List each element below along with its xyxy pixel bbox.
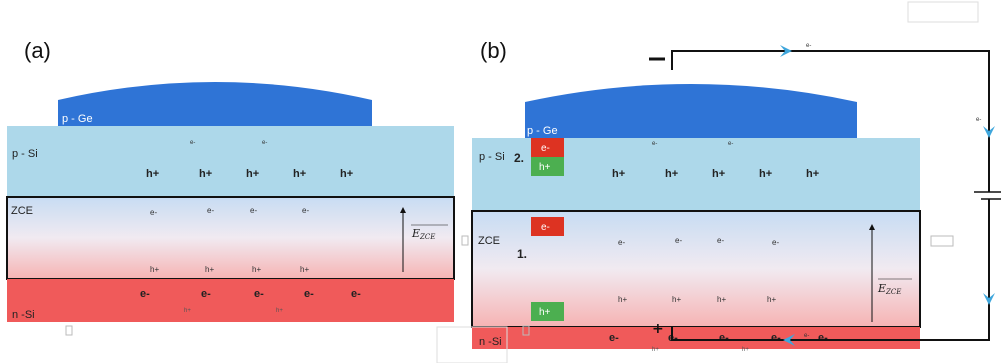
panel-a-psi-hole: h+ xyxy=(246,168,259,180)
panel-b-zce-hole: h+ xyxy=(767,295,776,304)
panel-a-nsi-hole: h+ xyxy=(184,308,191,314)
panel-b-zce-label: ZCE xyxy=(478,235,500,247)
panel-b-psi-hole: h+ xyxy=(665,168,678,180)
panel-a-nsi-label: n -Si xyxy=(12,309,35,321)
panel-a-zce-hole: h+ xyxy=(150,265,159,274)
panel-b-psi-electron: e- xyxy=(652,141,657,147)
panel-b-zce-hole: h+ xyxy=(618,295,627,304)
panel-a-ge-dome xyxy=(58,82,372,126)
panel-b-nsi-layer xyxy=(472,327,920,349)
panel-b-step-1: 1. xyxy=(517,247,527,261)
panel-a-nsi-layer xyxy=(7,279,454,322)
circuit-top-electron: e- xyxy=(806,43,811,49)
arrow-right-icon xyxy=(780,45,792,57)
panel-a-nsi-hole: h+ xyxy=(276,308,283,314)
panel-a-zce-electron: e- xyxy=(207,206,214,215)
panel-b-nsi-electron: e- xyxy=(609,332,619,344)
panel-b-nsi-electron: e- xyxy=(771,332,781,344)
panel-b-zce-electron: e- xyxy=(618,238,625,247)
panel-a-zce-label: ZCE xyxy=(11,205,33,217)
panel-a-psi-hole: h+ xyxy=(199,168,212,180)
panel-b-hole-box-mid-label: h+ xyxy=(539,307,551,318)
plus-terminal: + xyxy=(652,321,664,337)
panel-a-label: (a) xyxy=(24,38,51,63)
panel-a-zce-hole: h+ xyxy=(300,265,309,274)
panel-a-psi-label: p - Si xyxy=(12,148,38,160)
panel-a-nsi-electron: e- xyxy=(351,288,361,300)
panel-a-zce-electron: e- xyxy=(302,206,309,215)
panel-a-psi-hole: h+ xyxy=(293,168,306,180)
panel-a-psi-hole: h+ xyxy=(340,168,353,180)
circuit-wire-top xyxy=(671,50,990,173)
panel-b-nsi-electron: e- xyxy=(719,332,729,344)
panel-b-ge-label: p - Ge xyxy=(527,125,558,137)
placeholder-box xyxy=(907,1,979,23)
placeholder-box xyxy=(65,325,73,336)
panel-b-psi-label: p - Si xyxy=(479,151,505,163)
panel-b-step-2: 2. xyxy=(514,151,524,165)
panel-a-zce-electron: e- xyxy=(250,206,257,215)
panel-b-electron-box-top xyxy=(531,138,564,157)
panel-b-zce-hole: h+ xyxy=(717,295,726,304)
panel-a-ge-label: p - Ge xyxy=(62,113,93,125)
panel-a-zce-hole: h+ xyxy=(205,265,214,274)
circuit-wire-bottom xyxy=(671,213,990,341)
panel-b-psi-hole: h+ xyxy=(612,168,625,180)
panel-b-nsi-electron: e- xyxy=(818,332,828,344)
panel-b-psi-hole: h+ xyxy=(759,168,772,180)
panel-b-hole-box-top-label: h+ xyxy=(539,162,551,173)
arrow-down-icon xyxy=(983,293,995,305)
arrow-left-icon xyxy=(783,334,795,346)
placeholder-box xyxy=(436,326,508,363)
panel-b-hole-box-top xyxy=(531,157,564,176)
placeholder-box xyxy=(930,235,954,247)
panel-b-field-label: EZCE xyxy=(877,282,901,296)
panel-b-electron-box-mid-label: e- xyxy=(541,222,550,233)
panel-a-zce-layer xyxy=(7,197,454,279)
panel-b-zce-electron: e- xyxy=(675,236,682,245)
circuit-right-electron: e- xyxy=(976,117,981,123)
panel-b-nsi-hole: h+ xyxy=(652,347,659,353)
panel-b-nsi-electron: e- xyxy=(668,332,678,344)
panel-a-zce-electron: e- xyxy=(150,208,157,217)
panel-b-label: (b) xyxy=(480,38,507,63)
panel-a-field-label: EZCE xyxy=(411,227,435,241)
placeholder-box xyxy=(522,325,530,336)
panel-b-electron-box-top-label: e- xyxy=(541,143,550,154)
panel-a-nsi-electron: e- xyxy=(140,288,150,300)
panel-b-ge-dome xyxy=(525,84,857,138)
panel-b-zce-electron: e- xyxy=(772,238,779,247)
panel-b-hole-box-mid xyxy=(531,302,564,321)
panel-b-nsi-hole: h+ xyxy=(742,347,749,353)
panel-a-psi-layer xyxy=(7,126,454,197)
placeholder-box xyxy=(461,235,469,246)
panel-b-electron-box-mid xyxy=(531,217,564,236)
circuit-bottom-electron: e- xyxy=(804,333,809,339)
panel-b-psi-hole: h+ xyxy=(806,168,819,180)
panel-a-psi-electron: e- xyxy=(262,140,267,146)
panel-b-zce-hole: h+ xyxy=(672,295,681,304)
panel-a-zce-hole: h+ xyxy=(252,265,261,274)
panel-a-nsi-electron: e- xyxy=(201,288,211,300)
panel-a-nsi-electron: e- xyxy=(254,288,264,300)
panel-b-nsi-label: n -Si xyxy=(479,336,502,348)
panel-b-psi-electron: e- xyxy=(728,141,733,147)
panel-a-nsi-electron: e- xyxy=(304,288,314,300)
panel-a-psi-electron: e- xyxy=(190,140,195,146)
panel-b-psi-hole: h+ xyxy=(712,168,725,180)
panel-a-psi-hole: h+ xyxy=(146,168,159,180)
panel-b-zce-electron: e- xyxy=(717,236,724,245)
arrow-down-icon xyxy=(983,126,995,138)
